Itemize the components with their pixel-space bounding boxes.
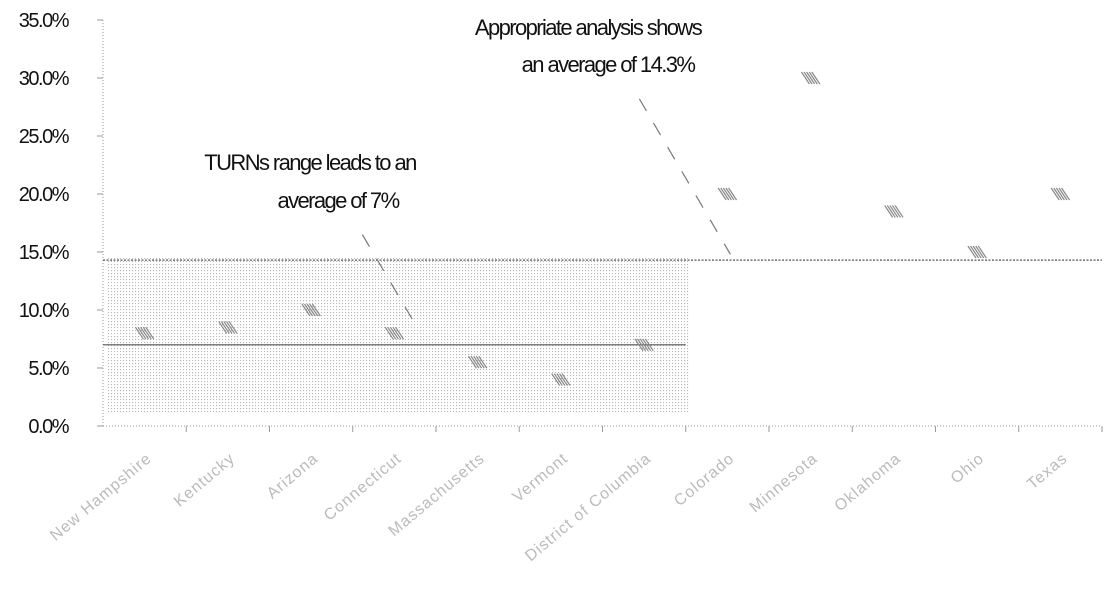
x-category-label: Arizona xyxy=(264,450,322,502)
appropriate-annotation-line2: an average of 14.3% xyxy=(522,52,696,77)
turns-annotation-pointer xyxy=(361,234,420,332)
turns-annotation-line2: average of 7% xyxy=(277,188,399,213)
data-point xyxy=(301,303,321,317)
x-category-label: Texas xyxy=(1024,450,1071,493)
data-point xyxy=(967,245,987,259)
x-category-label: New Hampshire xyxy=(47,450,155,545)
y-tick-label: 20.0% xyxy=(19,184,70,206)
data-point xyxy=(800,71,821,85)
y-tick-label: 10.0% xyxy=(19,300,70,322)
x-category-label: Connecticut xyxy=(321,450,405,524)
y-tick-label: 15.0% xyxy=(19,242,70,264)
data-point xyxy=(134,326,155,340)
x-category-label: Ohio xyxy=(948,450,988,487)
data-point xyxy=(467,355,488,369)
y-tick-label: 25.0% xyxy=(19,126,70,148)
data-point xyxy=(1050,187,1071,201)
y-tick-label: 35.0% xyxy=(19,10,70,32)
turns-annotation-line1: TURNs range leads to an xyxy=(204,150,416,175)
y-tick-label: 30.0% xyxy=(19,68,70,90)
data-point xyxy=(551,373,571,386)
appropriate-annotation-line1: Appropriate analysis shows xyxy=(475,15,703,40)
data-point xyxy=(717,187,738,201)
appropriate-annotation-pointer xyxy=(638,98,731,255)
data-point xyxy=(884,205,904,218)
data-point xyxy=(384,326,405,340)
y-tick-label: 0.0% xyxy=(28,416,69,438)
x-category-label: Minnesota xyxy=(747,450,821,516)
data-point xyxy=(634,338,654,352)
x-category-label: Kentucky xyxy=(171,450,238,510)
x-category-label: Colorado xyxy=(671,450,738,510)
y-tick-label: 5.0% xyxy=(28,358,69,380)
x-category-label: Oklahoma xyxy=(832,450,905,515)
x-category-label: Vermont xyxy=(510,450,572,506)
data-point xyxy=(218,321,238,334)
